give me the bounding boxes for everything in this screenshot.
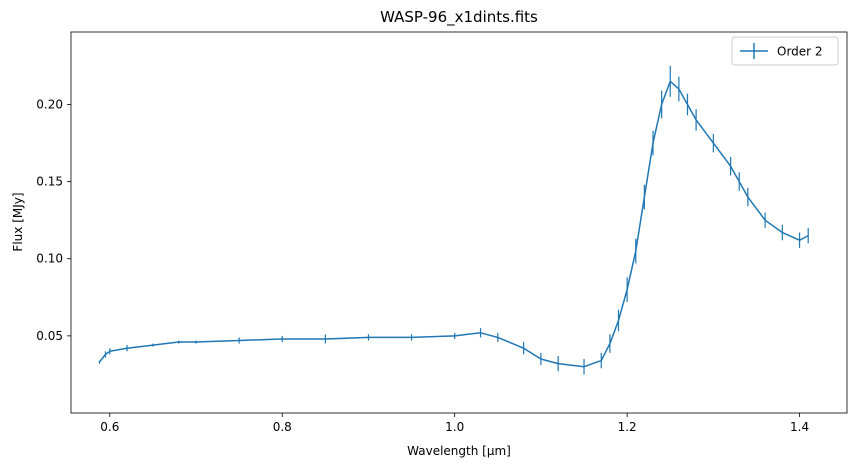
x-tick-label: 1.2	[618, 420, 637, 434]
legend-box	[731, 36, 839, 66]
x-tick-label: 1.0	[445, 420, 464, 434]
y-tick-label: 0.10	[36, 252, 63, 266]
x-axis-label: Wavelength [μm]	[407, 444, 511, 458]
y-tick-label: 0.05	[36, 329, 63, 343]
chart-title: WASP-96_x1dints.fits	[380, 8, 538, 27]
x-tick-label: 0.8	[273, 420, 292, 434]
y-axis-ticks: 0.05 0.10 0.15 0.20	[36, 97, 71, 343]
x-tick-label: 0.6	[100, 420, 119, 434]
y-axis-label: Flux [MJy]	[11, 192, 25, 251]
x-tick-label: 1.4	[790, 420, 809, 434]
legend-label-order-2: Order 2	[777, 45, 823, 59]
axes-border	[70, 31, 848, 414]
series-layer	[98, 65, 809, 375]
y-tick-label: 0.20	[36, 97, 63, 111]
legend: Order 2	[731, 36, 839, 66]
axes-frame	[70, 31, 848, 414]
x-axis-ticks: 0.6 0.8 1.0 1.2 1.4	[100, 413, 809, 434]
y-tick-label: 0.15	[36, 175, 63, 189]
series-order-2	[98, 65, 809, 375]
series-line	[98, 80, 809, 368]
plot-area	[71, 32, 847, 413]
